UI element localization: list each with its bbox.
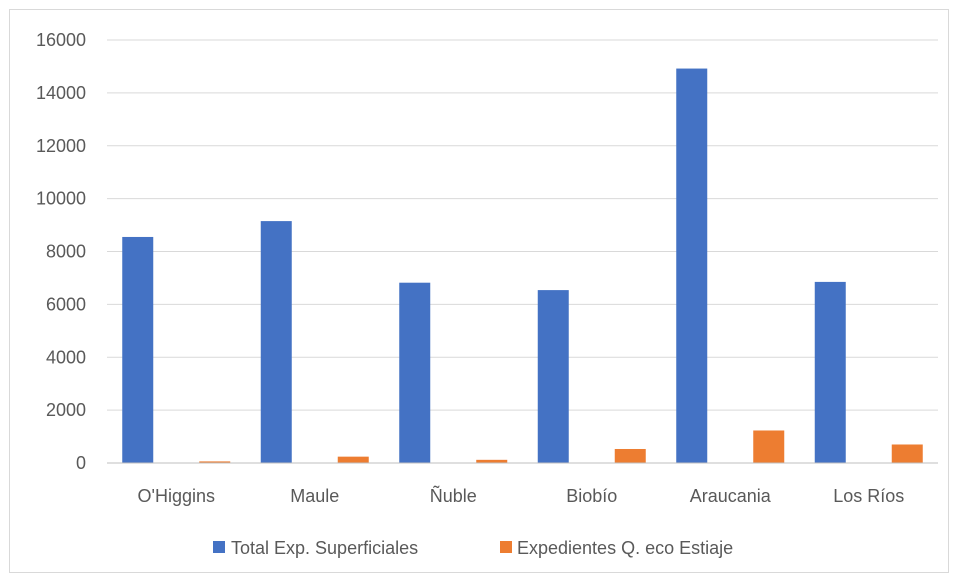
- x-tick-label: Ñuble: [430, 485, 477, 506]
- bar-total-exp-superficiales: [676, 68, 708, 464]
- legend-label: Expedientes Q. eco Estiaje: [517, 538, 733, 558]
- bar-total-exp-superficiales: [814, 281, 846, 463]
- y-tick-label: 14000: [36, 83, 86, 103]
- y-tick-label: 16000: [36, 30, 86, 50]
- x-axis-tick-labels: O'Higgins Maule Ñuble Biobío Araucania Los Rí…: [138, 485, 905, 506]
- bar-expedientes-q-eco-estiaje: [891, 444, 923, 463]
- bar-total-exp-superficiales: [260, 221, 292, 463]
- legend-label: Total Exp. Superficiales: [231, 538, 418, 558]
- y-tick-label: 2000: [46, 400, 86, 420]
- y-tick-label: 8000: [46, 242, 86, 262]
- x-tick-label: Biobío: [566, 486, 617, 506]
- bar-expedientes-q-eco-estiaje: [199, 461, 231, 463]
- legend-swatch: [213, 541, 225, 553]
- x-tick-label: Maule: [290, 486, 339, 506]
- legend-swatch: [500, 541, 512, 553]
- bar-total-exp-superficiales: [122, 236, 154, 463]
- gridlines: [107, 39, 938, 411]
- x-tick-label: O'Higgins: [138, 486, 215, 506]
- y-tick-label: 12000: [36, 136, 86, 156]
- bar-total-exp-superficiales: [537, 290, 569, 463]
- bar-total-exp-superficiales: [399, 282, 431, 463]
- bars: [122, 68, 923, 464]
- legend: Total Exp. Superficiales Expedientes Q. e…: [213, 538, 733, 558]
- x-tick-label: Araucania: [690, 486, 772, 506]
- chart-area: [9, 9, 949, 573]
- x-tick-label: Los Ríos: [833, 486, 904, 506]
- bar-expedientes-q-eco-estiaje: [337, 456, 369, 463]
- y-tick-label: 0: [76, 453, 86, 473]
- bar-expedientes-q-eco-estiaje: [753, 430, 785, 463]
- y-tick-label: 4000: [46, 347, 86, 367]
- y-tick-label: 10000: [36, 189, 86, 209]
- bar-expedientes-q-eco-estiaje: [614, 448, 646, 463]
- bar-expedientes-q-eco-estiaje: [476, 459, 508, 463]
- y-axis-tick-labels: 0 2000 4000 6000 8000 10000 12000 14000 16000: [36, 30, 86, 473]
- y-tick-label: 6000: [46, 294, 86, 314]
